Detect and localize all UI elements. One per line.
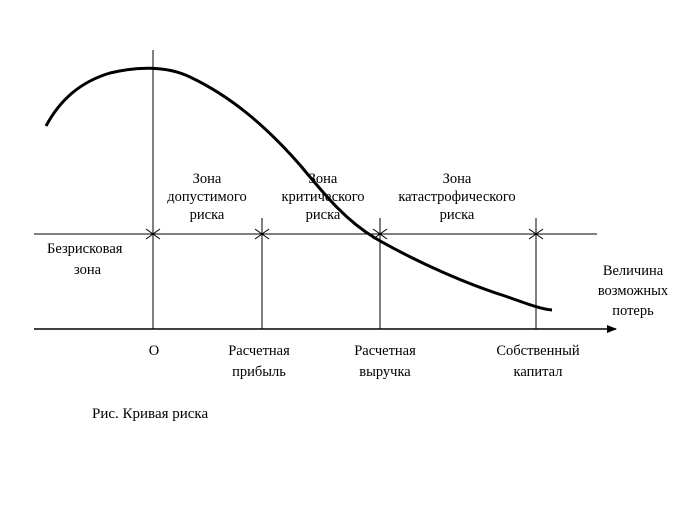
catastrophic-zone-label-3: риска xyxy=(440,207,475,223)
revenue-tick-label-1: Расчетная xyxy=(354,343,416,359)
profit-tick-label-1: Расчетная xyxy=(228,343,290,359)
revenue-tick-label-2: выручка xyxy=(359,364,411,380)
riskless-zone-label-1: Безрисковая xyxy=(47,241,123,257)
catastrophic-zone-label-2: катастрофического xyxy=(398,189,515,205)
figure-caption: Рис. Кривая риска xyxy=(92,406,208,422)
x-axis-label-3: потерь xyxy=(612,303,654,319)
acceptable-zone-label-2: допустимого xyxy=(167,189,246,205)
arrow-mark-profit xyxy=(254,228,270,240)
risk-curve xyxy=(44,66,553,312)
arrow-mark-origin xyxy=(145,228,161,240)
arrow-mark-capital xyxy=(528,228,544,240)
acceptable-zone-label-3: риска xyxy=(190,207,225,223)
acceptable-zone-label-1: Зона xyxy=(193,171,222,187)
x-axis-label-2: возможных xyxy=(598,283,669,299)
catastrophic-zone-label-1: Зона xyxy=(443,171,472,187)
x-axis-label-1: Величина xyxy=(603,263,664,279)
capital-tick-label-1: Собственный xyxy=(496,343,580,359)
critical-zone-label-1: Зона xyxy=(309,171,338,187)
profit-tick-label-2: прибыль xyxy=(232,364,286,380)
zone-arrow-marks xyxy=(145,228,544,240)
capital-tick-label-2: капитал xyxy=(514,364,563,380)
critical-zone-label-2: критического xyxy=(281,189,364,205)
origin-label: O xyxy=(149,343,159,359)
riskless-zone-label-2: зона xyxy=(74,262,102,278)
critical-zone-label-3: риска xyxy=(306,207,341,223)
